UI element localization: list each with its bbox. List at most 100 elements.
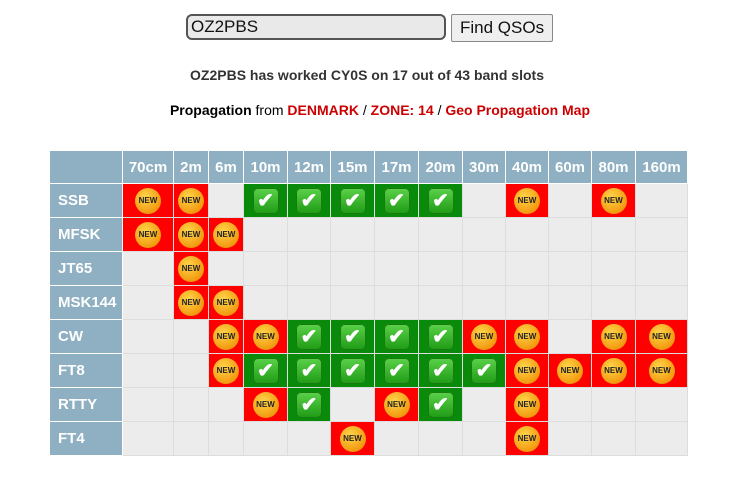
worked-summary: OZ2PBS has worked CY0S on 17 out of 43 b…	[190, 67, 544, 83]
slot-cell-80m	[591, 421, 636, 456]
slot-cell-60m	[548, 251, 592, 286]
find-qsos-button[interactable]: Find QSOs	[451, 14, 554, 42]
mode-label: FT4	[49, 421, 123, 456]
mode-row-ft4: FT4 NEW NEW	[49, 421, 688, 456]
slot-cell-160m[interactable]: NEW	[635, 353, 688, 388]
zone-link[interactable]: ZONE: 14	[370, 102, 434, 118]
slot-cell-6m	[208, 183, 244, 218]
mode-row-jt65: JT65 NEW	[49, 251, 688, 286]
slot-cell-70cm	[122, 353, 174, 388]
mode-label: RTTY	[49, 387, 123, 422]
slot-cell-80m	[591, 217, 636, 252]
slot-cell-15m[interactable]: ✔	[330, 319, 375, 354]
checkmark-icon: ✔	[296, 323, 322, 350]
slot-cell-12m	[287, 251, 331, 286]
slot-cell-20m	[418, 421, 463, 456]
slot-cell-2m	[173, 421, 209, 456]
mode-label: JT65	[49, 251, 123, 286]
new-badge-icon: NEW	[600, 323, 627, 350]
slot-cell-70cm	[122, 387, 174, 422]
propagation-label: Propagation	[169, 102, 252, 118]
slot-cell-40m[interactable]: NEW	[505, 421, 549, 456]
slot-cell-2m[interactable]: NEW	[173, 251, 209, 286]
slot-cell-17m	[374, 285, 419, 320]
slot-cell-15m[interactable]: ✔	[330, 353, 375, 388]
slot-cell-20m[interactable]: ✔	[418, 183, 463, 218]
slot-cell-10m[interactable]: ✔	[243, 183, 288, 218]
slot-cell-60m	[548, 183, 592, 218]
slot-cell-15m	[330, 285, 375, 320]
new-badge-icon: NEW	[178, 289, 204, 316]
slot-cell-40m[interactable]: NEW	[505, 319, 549, 354]
slot-cell-30m	[462, 387, 506, 422]
slot-cell-10m[interactable]: ✔	[243, 353, 288, 388]
slot-cell-17m[interactable]: NEW	[374, 387, 419, 422]
slot-cell-80m[interactable]: NEW	[591, 319, 636, 354]
slot-cell-2m[interactable]: NEW	[173, 183, 209, 218]
slot-cell-40m[interactable]: NEW	[505, 387, 549, 422]
geo-map-link[interactable]: Geo Propagation Map	[445, 102, 591, 118]
slot-cell-10m[interactable]: NEW	[243, 319, 288, 354]
slot-cell-17m[interactable]: ✔	[374, 353, 419, 388]
slot-cell-10m[interactable]: NEW	[243, 387, 288, 422]
slot-cell-17m[interactable]: ✔	[374, 183, 419, 218]
slot-cell-6m[interactable]: NEW	[208, 353, 244, 388]
band-header-60m: 60m	[548, 150, 592, 184]
slot-cell-80m[interactable]: NEW	[591, 353, 636, 388]
slot-cell-15m	[330, 387, 375, 422]
slot-cell-15m[interactable]: ✔	[330, 183, 375, 218]
new-badge-icon: NEW	[178, 255, 204, 282]
checkmark-icon: ✔	[252, 357, 279, 384]
band-header-80m: 80m	[591, 150, 636, 184]
slot-cell-160m[interactable]: NEW	[635, 319, 688, 354]
country-link[interactable]: DENMARK	[287, 102, 359, 118]
slot-cell-6m[interactable]: NEW	[208, 319, 244, 354]
separator: /	[362, 102, 367, 118]
slot-cell-30m	[462, 421, 506, 456]
slot-cell-2m[interactable]: NEW	[173, 217, 209, 252]
band-header-20m: 20m	[418, 150, 463, 184]
slot-cell-20m[interactable]: ✔	[418, 319, 463, 354]
slot-cell-70cm[interactable]: NEW	[122, 217, 174, 252]
slot-cell-20m[interactable]: ✔	[418, 353, 463, 388]
new-badge-icon: NEW	[648, 323, 675, 350]
new-badge-icon: NEW	[600, 187, 627, 214]
slot-cell-80m[interactable]: NEW	[591, 183, 636, 218]
new-badge-icon: NEW	[557, 357, 583, 384]
slot-cell-60m[interactable]: NEW	[548, 353, 592, 388]
search-form: Find QSOs	[186, 14, 554, 42]
slot-cell-30m[interactable]: NEW	[462, 319, 506, 354]
band-header-row: 70cm 2m 6m 10m 12m 15m 17m 20m 30m 40m 60m 80m 160m	[49, 150, 688, 184]
slot-cell-60m	[548, 217, 592, 252]
checkmark-icon: ✔	[427, 187, 454, 214]
slot-cell-17m[interactable]: ✔	[374, 319, 419, 354]
slot-cell-12m[interactable]: ✔	[287, 353, 331, 388]
slot-cell-15m[interactable]: NEW	[330, 421, 375, 456]
slot-cell-70cm	[122, 421, 174, 456]
slot-cell-17m	[374, 251, 419, 286]
checkmark-icon: ✔	[427, 357, 454, 384]
new-badge-icon: NEW	[213, 357, 239, 384]
new-badge-icon: NEW	[178, 221, 204, 248]
slot-cell-12m[interactable]: ✔	[287, 319, 331, 354]
slot-cell-30m	[462, 183, 506, 218]
slot-cell-40m[interactable]: NEW	[505, 353, 549, 388]
slot-cell-160m	[635, 285, 688, 320]
callsign-input[interactable]	[186, 14, 446, 40]
slot-cell-12m	[287, 217, 331, 252]
slot-cell-12m[interactable]: ✔	[287, 387, 331, 422]
slot-cell-40m[interactable]: NEW	[505, 183, 549, 218]
slot-cell-6m[interactable]: NEW	[208, 285, 244, 320]
slot-cell-20m	[418, 217, 463, 252]
slot-cell-12m[interactable]: ✔	[287, 183, 331, 218]
slot-cell-20m[interactable]: ✔	[418, 387, 463, 422]
slot-cell-30m[interactable]: ✔	[462, 353, 506, 388]
slot-cell-6m[interactable]: NEW	[208, 217, 244, 252]
slot-cell-2m	[173, 353, 209, 388]
checkmark-icon: ✔	[339, 357, 366, 384]
slot-cell-2m[interactable]: NEW	[173, 285, 209, 320]
mode-label: SSB	[49, 183, 123, 218]
new-badge-icon: NEW	[514, 391, 540, 418]
checkmark-icon: ✔	[471, 357, 497, 384]
slot-cell-70cm[interactable]: NEW	[122, 183, 174, 218]
